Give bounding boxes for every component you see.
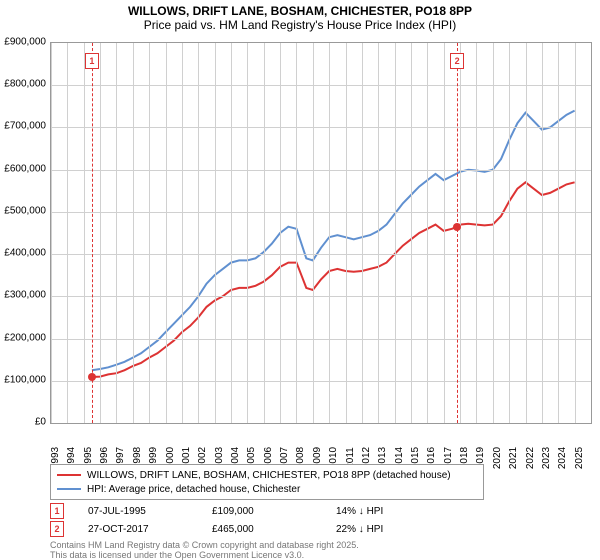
annotation-delta: 22% ↓ HPI xyxy=(336,524,436,535)
gridline-v xyxy=(182,43,183,423)
gridline-v xyxy=(166,43,167,423)
gridline-v xyxy=(329,43,330,423)
gridline-v xyxy=(264,43,265,423)
legend: WILLOWS, DRIFT LANE, BOSHAM, CHICHESTER,… xyxy=(50,464,484,500)
series-hpi xyxy=(92,111,575,371)
x-tick-label: 2021 xyxy=(508,447,519,469)
gridline-v xyxy=(395,43,396,423)
y-tick-label: £300,000 xyxy=(4,290,46,301)
annotation-date: 27-OCT-2017 xyxy=(88,524,188,535)
legend-item: HPI: Average price, detached house, Chic… xyxy=(57,482,477,496)
gridline-v xyxy=(378,43,379,423)
y-tick-label: £400,000 xyxy=(4,248,46,259)
gridline-v xyxy=(526,43,527,423)
y-tick-label: £700,000 xyxy=(4,121,46,132)
marker-line xyxy=(457,43,458,423)
legend-swatch xyxy=(57,474,81,476)
annotation-price: £109,000 xyxy=(212,506,312,517)
gridline-v xyxy=(558,43,559,423)
gridline-v xyxy=(411,43,412,423)
gridline-v xyxy=(444,43,445,423)
annotation-table: 1 07-JUL-1995 £109,000 14% ↓ HPI 2 27-OCT-201… xyxy=(50,502,590,538)
gridline-v xyxy=(493,43,494,423)
gridline-v xyxy=(427,43,428,423)
y-tick-label: £100,000 xyxy=(4,374,46,385)
annotation-date: 07-JUL-1995 xyxy=(88,506,188,517)
annotation-row: 2 27-OCT-2017 £465,000 22% ↓ HPI xyxy=(50,520,590,538)
gridline-v xyxy=(100,43,101,423)
title-line1: WILLOWS, DRIFT LANE, BOSHAM, CHICHESTER,… xyxy=(0,4,600,18)
y-tick-label: £800,000 xyxy=(4,79,46,90)
legend-swatch xyxy=(57,488,81,490)
gridline-v xyxy=(460,43,461,423)
gridline-v xyxy=(346,43,347,423)
chart-container: WILLOWS, DRIFT LANE, BOSHAM, CHICHESTER,… xyxy=(0,0,600,560)
x-tick-label: 2022 xyxy=(525,447,536,469)
gridline-v xyxy=(198,43,199,423)
y-axis: £0£100,000£200,000£300,000£400,000£500,0… xyxy=(0,42,48,422)
gridline-v xyxy=(542,43,543,423)
data-point xyxy=(88,373,96,381)
plot-area: 12 xyxy=(50,42,592,424)
x-tick-label: 2020 xyxy=(492,447,503,469)
gridline-v xyxy=(67,43,68,423)
annotation-delta: 14% ↓ HPI xyxy=(336,506,436,517)
x-tick-label: 2024 xyxy=(557,447,568,469)
annotation-marker-box: 1 xyxy=(50,503,64,519)
legend-label: WILLOWS, DRIFT LANE, BOSHAM, CHICHESTER,… xyxy=(87,470,451,481)
marker-line xyxy=(92,43,93,423)
title-block: WILLOWS, DRIFT LANE, BOSHAM, CHICHESTER,… xyxy=(0,0,600,34)
y-tick-label: £0 xyxy=(35,417,46,428)
gridline-v xyxy=(247,43,248,423)
annotation-marker-box: 2 xyxy=(50,521,64,537)
y-tick-label: £200,000 xyxy=(4,332,46,343)
footer-line: Contains HM Land Registry data © Crown c… xyxy=(50,540,359,550)
gridline-v xyxy=(313,43,314,423)
gridline-v xyxy=(84,43,85,423)
annotation-row: 1 07-JUL-1995 £109,000 14% ↓ HPI xyxy=(50,502,590,520)
marker-box: 2 xyxy=(450,53,464,69)
legend-item: WILLOWS, DRIFT LANE, BOSHAM, CHICHESTER,… xyxy=(57,468,477,482)
gridline-v xyxy=(280,43,281,423)
footer-text: Contains HM Land Registry data © Crown c… xyxy=(50,540,359,560)
footer-line: This data is licensed under the Open Gov… xyxy=(50,550,359,560)
gridline-v xyxy=(575,43,576,423)
gridline-v xyxy=(362,43,363,423)
gridline-v xyxy=(215,43,216,423)
legend-label: HPI: Average price, detached house, Chic… xyxy=(87,484,300,495)
data-point xyxy=(453,223,461,231)
gridline-v xyxy=(133,43,134,423)
gridline-v xyxy=(231,43,232,423)
y-tick-label: £600,000 xyxy=(4,163,46,174)
gridline-v xyxy=(51,43,52,423)
x-tick-label: 2023 xyxy=(541,447,552,469)
y-tick-label: £500,000 xyxy=(4,205,46,216)
x-tick-label: 2025 xyxy=(574,447,585,469)
gridline-v xyxy=(476,43,477,423)
gridline-v xyxy=(116,43,117,423)
annotation-price: £465,000 xyxy=(212,524,312,535)
title-line2: Price paid vs. HM Land Registry's House … xyxy=(0,18,600,32)
gridline-v xyxy=(509,43,510,423)
gridline-v xyxy=(149,43,150,423)
marker-box: 1 xyxy=(85,53,99,69)
x-axis: 1993199419951996199719981999200020012002… xyxy=(50,424,590,464)
gridline-v xyxy=(296,43,297,423)
y-tick-label: £900,000 xyxy=(4,37,46,48)
